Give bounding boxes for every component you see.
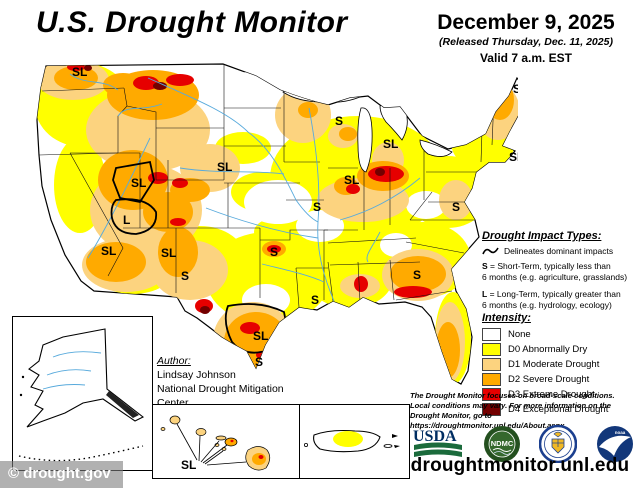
author-name: Lindsay Johnson [157,369,236,381]
impact-types-heading: Drought Impact Types: [482,230,602,242]
impact-label-sl: SL [344,173,359,187]
footer-note: The Drought Monitor focuses on broad-sca… [410,391,615,430]
conus-drought-map: SL S SL SL L SL SL S S S SL S S S SL SL S S SL [36,63,518,385]
released-date: (Released Thursday, Dec. 11, 2025) [439,36,613,49]
alaska-map [19,328,145,428]
impact-label-s: S [270,245,278,259]
legend-label: D1 Moderate Drought [508,359,600,370]
impact-label-s: S [255,355,263,369]
legend-item-2: D1 Moderate Drought [482,358,634,371]
hawaii-inset: SL [152,404,301,479]
puerto-rico-inset [299,404,410,479]
usda-logo: USDA [413,428,462,457]
svg-text:NDMC: NDMC [490,439,513,448]
map-date: December 9, 2025 [437,11,615,34]
impact-label-sl: SL [101,244,116,258]
unl-seal-logo [539,425,578,463]
impact-label-s: S [452,200,460,214]
impact-label-sl: SL [217,160,232,174]
impact-label-sl: SL [383,137,398,151]
legend-label: None [508,329,531,340]
impact-label-s: S [413,268,421,282]
intensity-heading: Intensity: [482,312,531,324]
legend-swatch [482,373,501,386]
legend-item-3: D2 Severe Drought [482,373,634,386]
legend-swatch [482,403,501,416]
impact-label-s: S [335,114,343,128]
logos-row: USDA NDMC noaa [412,425,634,463]
impact-label-sl: SL [72,65,87,79]
puerto-rico-map [304,429,400,453]
legend-label: D4 Exceptional Drought [508,404,609,415]
impact-label-sl: SL [509,150,518,164]
impact-label-s: S [513,82,518,96]
legend-label: D2 Severe Drought [508,374,590,385]
legend-swatch [482,343,501,356]
ndmc-logo: NDMC [483,426,520,462]
delineates-label: Delineates dominant impacts [504,246,614,256]
author-block: Author: Lindsay Johnson National Drought… [157,354,317,410]
impact-label-s: S [311,293,319,307]
svg-text:noaa: noaa [615,430,626,435]
noaa-logo: noaa [596,426,633,462]
legend-label: D3 Extreme Drought [508,389,595,400]
drought-shading-layer [37,64,518,384]
legend-item-4: D3 Extreme Drought [482,388,634,401]
legend-swatch [482,388,501,401]
legend-swatch [482,328,501,341]
svg-text:USDA: USDA [413,428,457,445]
impact-label-l: L [123,213,130,227]
page-title: U.S. Drought Monitor [36,6,348,39]
legend-item-5: D4 Exceptional Drought [482,403,634,416]
short-term-definition: S = Short-Term, typically less than 6 mo… [482,261,628,282]
long-term-definition: L = Long-Term, typically greater than 6 … [482,289,621,310]
impact-types-panel: Drought Impact Types: Delineates dominan… [482,230,634,317]
date-block: December 9, 2025 (Released Thursday, Dec… [418,10,634,66]
legend-item-0: None [482,328,634,341]
legend-label: D0 Abnormally Dry [508,344,588,355]
impact-label-s: S [313,200,321,214]
legend-swatch [482,358,501,371]
alaska-inset [12,316,153,445]
intensity-rows: None D0 Abnormally Dry D1 Moderate Drought… [482,328,634,416]
hawaii-map: SL [160,415,271,472]
map-impact-labels: SL S SL SL L SL SL S S S SL S S S SL SL S S SL [72,65,518,369]
hawaii-impact-label: SL [181,458,196,472]
legend-item-1: D0 Abnormally Dry [482,343,634,356]
intensity-legend: Intensity: None D0 Abnormally Dry D1 Moder… [482,312,634,418]
delineation-curve-icon [482,247,499,254]
site-url[interactable]: droughtmonitor.unl.edu [410,455,630,476]
impact-label-sl: SL [253,329,268,343]
impact-label-sl: SL [131,176,146,190]
drought-gov-watermark: © drought.gov [0,461,123,488]
impact-label-sl: SL [161,246,176,260]
valid-time: Valid 7 a.m. EST [479,51,573,66]
author-heading: Author: [157,355,191,367]
impact-label-s: S [181,269,189,283]
